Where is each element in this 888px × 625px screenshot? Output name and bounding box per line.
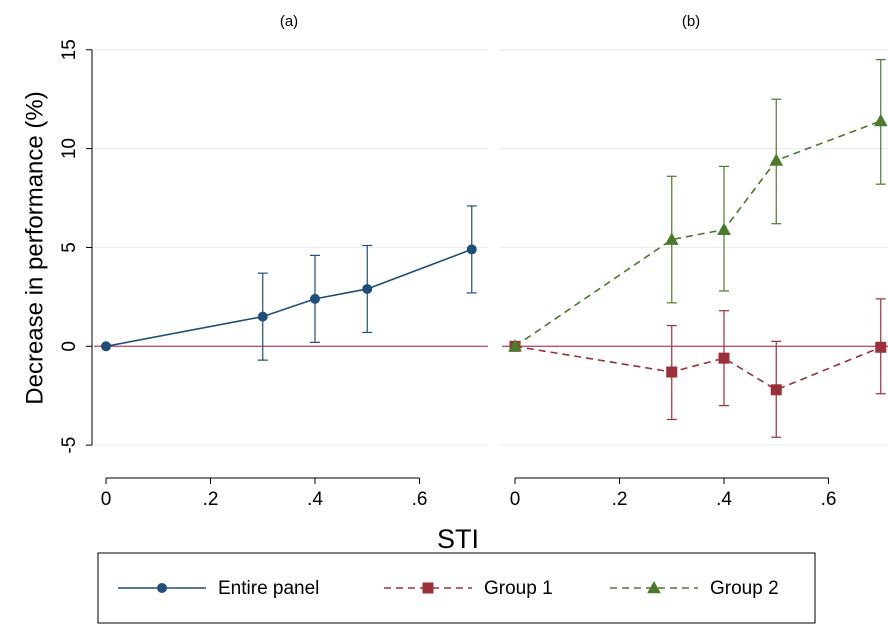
data-point [873, 113, 888, 127]
data-point [666, 366, 678, 378]
data-point [718, 352, 730, 364]
legend-item-group-1: Group 1 [384, 578, 553, 599]
y-tick-label: 15 [59, 39, 80, 60]
plot-area [500, 38, 888, 470]
y-tick-label: -5 [59, 437, 80, 454]
series-entire-panel [101, 205, 477, 361]
data-point [717, 222, 731, 235]
x-axis-title: STI [437, 524, 479, 554]
x-tick-label: .2 [612, 489, 628, 510]
x-tick-label: .2 [203, 489, 219, 510]
series-group-2 [508, 59, 888, 352]
plot-area [92, 38, 488, 470]
legend-item-group-2: Group 2 [610, 578, 779, 599]
y-tick-label: 10 [59, 138, 80, 159]
x-tick-label: .6 [821, 489, 837, 510]
x-tick-label: .6 [412, 489, 428, 510]
y-axis-title: Decrease in performance (%) [21, 91, 48, 404]
panels: -5 0 5 10 15 0 .2 .4 .6 (a) 0 .2 .4 .6 (b) [59, 13, 888, 510]
legend-marker [422, 582, 434, 594]
legend-label: Entire panel [218, 578, 319, 599]
data-point [664, 232, 679, 245]
legend: Entire panel Group 1 Group 2 [97, 552, 816, 624]
data-point [770, 384, 782, 396]
legend-marker [157, 583, 167, 593]
legend-marker [647, 580, 661, 594]
x-tick-label: 0 [510, 489, 521, 510]
legend-label: Group 1 [484, 578, 553, 599]
y-tick-label: 0 [59, 341, 80, 352]
panel-title: (a) [280, 13, 298, 30]
data-point [875, 341, 887, 353]
data-point [101, 341, 111, 352]
legend-item-entire-panel: Entire panel [118, 578, 319, 599]
data-point [257, 311, 268, 322]
panel-title: (b) [682, 13, 700, 30]
x-tick-label: .4 [716, 489, 732, 510]
data-point [466, 244, 477, 255]
legend-label: Group 2 [710, 578, 779, 599]
data-point [310, 293, 320, 304]
x-tick-label: 0 [101, 489, 112, 510]
data-point [769, 153, 784, 166]
panel-b: 0 .2 .4 .6 (b) [500, 13, 888, 510]
data-point [362, 283, 373, 294]
data-point [508, 339, 522, 352]
y-tick-label: 5 [59, 242, 80, 253]
panel-a: -5 0 5 10 15 0 .2 .4 .6 (a) [59, 13, 488, 510]
x-tick-label: .4 [307, 489, 323, 510]
